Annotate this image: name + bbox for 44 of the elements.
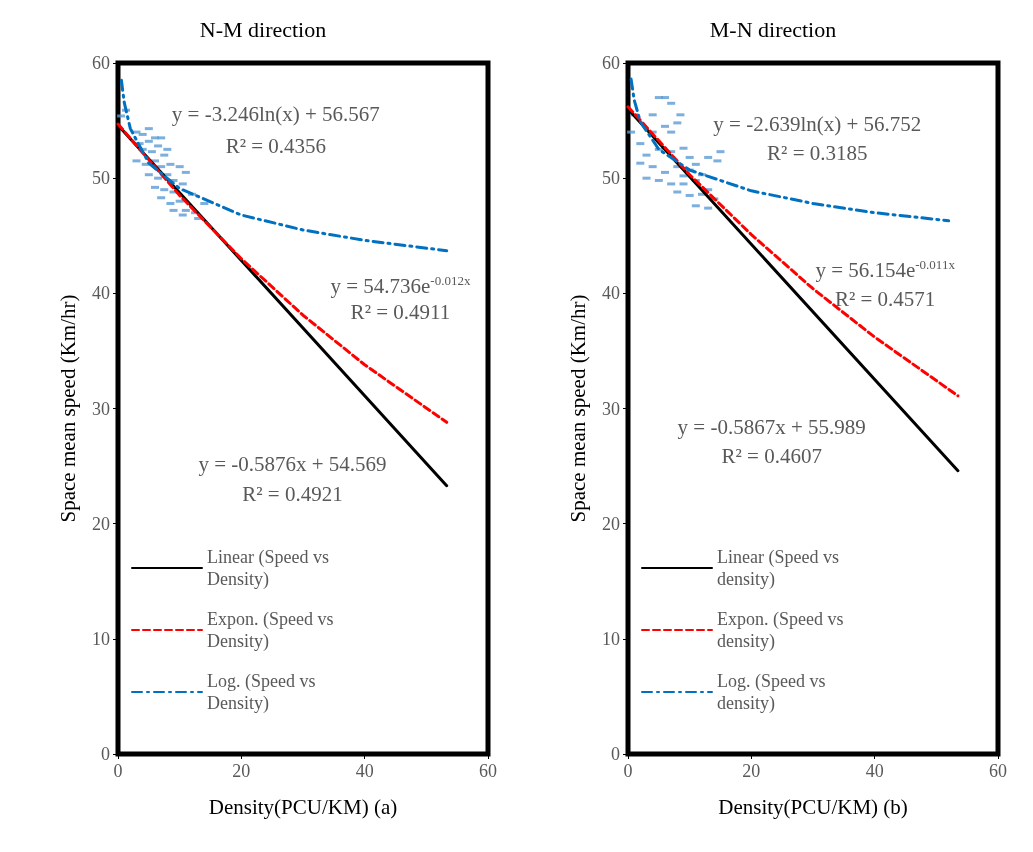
y-axis-title: Space mean speed (Km/hr): [565, 294, 590, 523]
y-tick-label: 30: [92, 398, 110, 419]
annotation: y = -2.639ln(x) + 56.752: [713, 112, 922, 137]
legend-label: Linear (Speed vs density): [717, 547, 844, 590]
y-tick-label: 10: [602, 628, 620, 649]
legend-label: Expon. (Speed vs density): [717, 609, 848, 652]
x-tick-label: 40: [865, 761, 884, 781]
x-axis-title: Density(PCU/KM) (a): [208, 794, 398, 819]
annotation: y = -3.246ln(x) + 56.567: [171, 101, 380, 126]
annotation: R² = 0.4571: [834, 287, 936, 312]
y-tick-label: 40: [602, 283, 620, 304]
legend-label: Log. (Speed vs density): [717, 671, 830, 714]
legend-label: Linear (Speed vs Density): [207, 547, 334, 590]
y-tick-label: 10: [92, 628, 110, 649]
y-tick-label: 30: [602, 398, 620, 419]
y-tick-label: 60: [602, 53, 620, 73]
chart-title: N-M direction: [199, 16, 327, 42]
x-tick-label: 60: [479, 761, 497, 781]
x-tick-label: 20: [742, 761, 761, 781]
x-tick-label: 40: [355, 761, 374, 781]
y-axis-title: Space mean speed (Km/hr): [55, 294, 80, 523]
y-tick-label: 60: [92, 53, 110, 73]
y-tick-label: 20: [602, 513, 620, 534]
legend-label: Log. (Speed vs Density): [207, 671, 320, 714]
x-tick-label: 60: [989, 761, 1007, 781]
x-axis-title: Density(PCU/KM) (b): [718, 794, 908, 819]
annotation: y = -0.5876x + 54.569: [198, 451, 387, 476]
x-tick-label: 20: [232, 761, 251, 781]
y-tick-label: 20: [92, 513, 110, 534]
annotation: y = -0.5867x + 55.989: [677, 414, 866, 439]
y-tick-label: 40: [92, 283, 110, 304]
annotation: R² = 0.4911: [350, 299, 451, 324]
y-tick-label: 50: [602, 168, 620, 189]
x-tick-label: 0: [623, 761, 633, 781]
y-tick-label: 0: [611, 744, 620, 764]
y-tick-label: 50: [92, 168, 110, 189]
chart-title: M-N direction: [709, 16, 837, 42]
x-tick-label: 0: [113, 761, 123, 781]
legend-label: Expon. (Speed vs Density): [207, 609, 338, 652]
annotation: R² = 0.4356: [225, 133, 327, 158]
annotation: R² = 0.4921: [242, 481, 343, 506]
annotation: R² = 0.3185: [767, 140, 868, 165]
y-tick-label: 0: [101, 744, 110, 764]
annotation: R² = 0.4607: [721, 443, 822, 468]
